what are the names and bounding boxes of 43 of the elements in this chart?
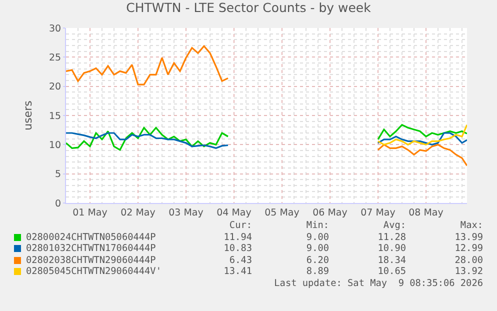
- y-tick-label: 25: [49, 52, 62, 64]
- y-tick-label: 30: [49, 23, 62, 34]
- text: 11.28: [378, 232, 406, 243]
- text: Max:: [460, 220, 483, 231]
- text: 10.83: [224, 243, 252, 254]
- text: 10.65: [378, 266, 406, 278]
- y-tick-label: 20: [49, 82, 62, 93]
- text: 6.43: [229, 254, 252, 266]
- line-series: [377, 124, 467, 146]
- text: Avg:: [383, 220, 406, 231]
- y-tick-label: 0: [55, 198, 62, 210]
- text: 13.99: [454, 232, 483, 243]
- x-tick-label: 06 May: [312, 207, 348, 218]
- text: 12.99: [454, 243, 483, 254]
- y-tick-label: 15: [49, 110, 62, 122]
- legend-label: 02801032CHTWTN17060444P: [26, 243, 156, 254]
- x-tick-label: 07 May: [360, 207, 396, 218]
- x-tick-label: 02 May: [120, 207, 156, 218]
- x-tick-label: 08 May: [408, 207, 444, 218]
- text: 6.20: [306, 254, 329, 266]
- text: Last update: Sat May 9 08:35:06 2026: [274, 278, 483, 289]
- text: 18.34: [378, 254, 406, 266]
- legend-label: 02805045CHTWTN29060444V': [26, 266, 162, 278]
- text: Cur:: [229, 220, 252, 231]
- x-tick-label: 05 May: [264, 207, 300, 218]
- legend-label: 02800024CHTWTN05060444P: [26, 232, 156, 243]
- text: 28.00: [454, 254, 483, 266]
- y-tick-label: 10: [49, 140, 62, 151]
- legend-label: 02802038CHTWTN29060444P: [26, 254, 156, 266]
- x-tick-label: 01 May: [72, 207, 108, 218]
- text: 11.94: [224, 232, 252, 243]
- text: Min:: [306, 220, 329, 231]
- x-tick-label: 03 May: [168, 207, 204, 218]
- x-tick-label: 04 May: [216, 207, 252, 218]
- text: 8.89: [306, 266, 329, 278]
- chart-title: CHTWTN - LTE Sector Counts - by week: [126, 0, 372, 16]
- text: 13.92: [454, 266, 483, 278]
- text: 13.41: [224, 266, 252, 278]
- y-axis-title: users: [22, 100, 35, 130]
- text: 9.00: [306, 243, 329, 254]
- text: 9.00: [306, 232, 329, 243]
- y-tick-label: 5: [55, 169, 62, 180]
- text: 10.90: [378, 243, 406, 254]
